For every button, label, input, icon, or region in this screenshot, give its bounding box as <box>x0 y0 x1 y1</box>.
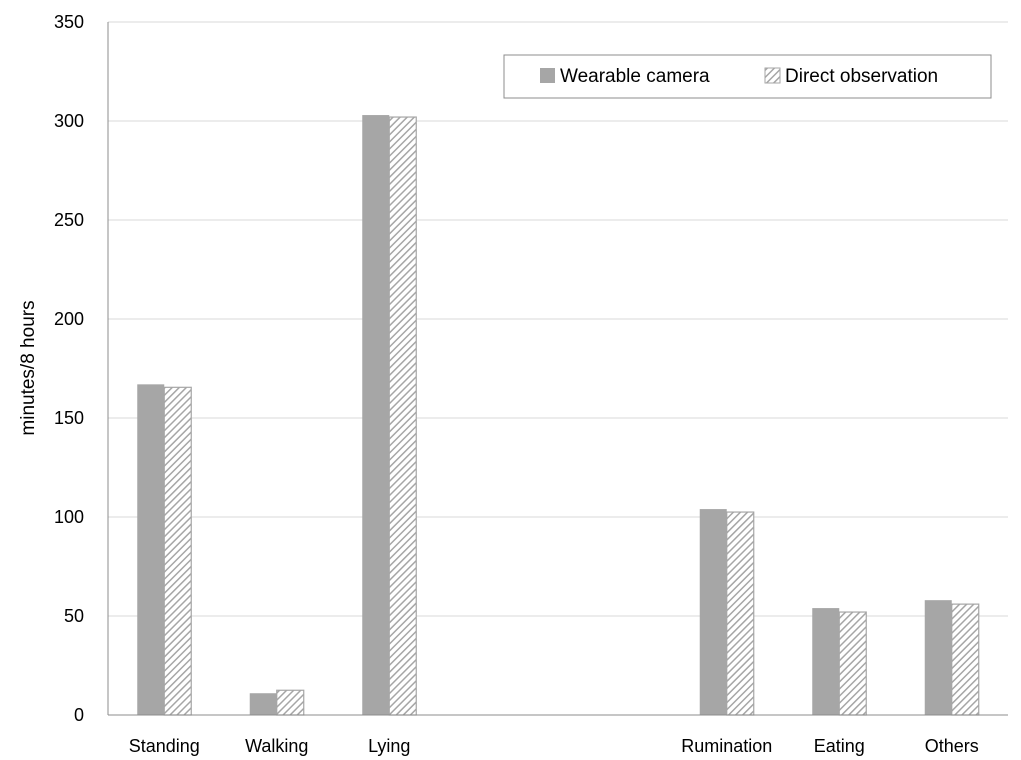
y-tick-label: 0 <box>74 705 84 725</box>
y-tick-label: 100 <box>54 507 84 527</box>
axes <box>107 22 1008 716</box>
bar-wearable-camera <box>812 608 840 715</box>
legend-box <box>503 54 992 99</box>
legend-swatch <box>764 67 781 84</box>
x-tick-label: Standing <box>129 736 200 756</box>
x-tick-label: Walking <box>245 736 308 756</box>
y-tick-labels: 0 50 100 150 200 250 300 350 <box>54 12 84 725</box>
bar-direct-observation <box>276 689 305 716</box>
bar-direct-observation <box>951 603 980 716</box>
x-tick-label: Lying <box>368 736 410 756</box>
bar-direct-observation <box>163 386 192 716</box>
legend-label: Wearable camera <box>560 66 710 87</box>
x-tick-label: Others <box>925 736 979 756</box>
bar-wearable-camera <box>137 384 165 715</box>
gridlines <box>108 21 1008 617</box>
y-tick-label: 150 <box>54 408 84 428</box>
bar-direct-observation <box>838 611 867 716</box>
x-tick-label: Rumination <box>681 736 772 756</box>
legend-label: Direct observation <box>785 66 938 87</box>
legend-swatch <box>540 68 555 83</box>
y-tick-label: 350 <box>54 12 84 32</box>
bar-direct-observation <box>726 511 755 716</box>
bar-wearable-camera <box>699 509 727 715</box>
y-axis-label: minutes/8 hours <box>18 300 39 435</box>
y-tick-label: 200 <box>54 309 84 329</box>
bars <box>137 115 980 716</box>
bar-direct-observation <box>388 116 417 716</box>
bar-wearable-camera <box>362 115 390 715</box>
bar-wearable-camera <box>924 600 952 715</box>
x-tick-labels: Standing Walking Lying Rumination Eating Othe… <box>129 736 979 756</box>
legend: Wearable camera Direct observation <box>503 54 992 99</box>
bar-wearable-camera <box>249 693 277 715</box>
y-tick-label: 250 <box>54 210 84 230</box>
x-tick-label: Eating <box>814 736 865 756</box>
y-tick-label: 50 <box>64 606 84 626</box>
y-tick-label: 300 <box>54 111 84 131</box>
